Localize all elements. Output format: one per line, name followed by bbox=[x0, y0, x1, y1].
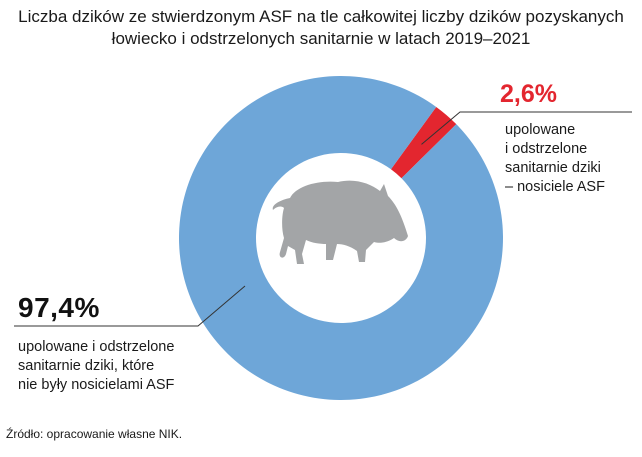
wild-boar-icon bbox=[272, 180, 408, 264]
asf-carriers-description-line: sanitarnie dziki bbox=[505, 160, 601, 176]
asf-carriers-description-line: upolowane bbox=[505, 122, 576, 138]
asf-carriers-description: upolowane i odstrzelone sanitarnie dziki… bbox=[505, 121, 605, 197]
chart-title-line-2: łowiecko i odstrzelonych sanitarnie w la… bbox=[111, 29, 531, 48]
non-carriers-percent-label: 97,4% bbox=[18, 292, 100, 323]
chart-title: Liczba dzików ze stwierdzonym ASF na tle… bbox=[0, 6, 642, 50]
non-carriers-description-line: upolowane i odstrzelone bbox=[18, 339, 175, 355]
non-carriers-description-line: nie były nosicielami ASF bbox=[18, 377, 175, 393]
source-note: Źródło: opracowanie własne NIK. bbox=[6, 427, 183, 441]
asf-carriers-description-line: – nosiciele ASF bbox=[505, 179, 605, 195]
non-carriers-description-line: sanitarnie dziki, które bbox=[18, 358, 155, 374]
asf-carriers-percent-label: 2,6% bbox=[500, 80, 557, 108]
chart-title-line-1: Liczba dzików ze stwierdzonym ASF na tle… bbox=[18, 7, 624, 26]
non-carriers-leader-line bbox=[14, 285, 246, 327]
asf-carriers-leader-line bbox=[421, 111, 632, 145]
donut-slice-non-carriers bbox=[178, 76, 503, 400]
non-carriers-description: upolowane i odstrzelone sanitarnie dziki… bbox=[18, 338, 174, 395]
asf-carriers-description-line: i odstrzelone bbox=[505, 141, 588, 157]
